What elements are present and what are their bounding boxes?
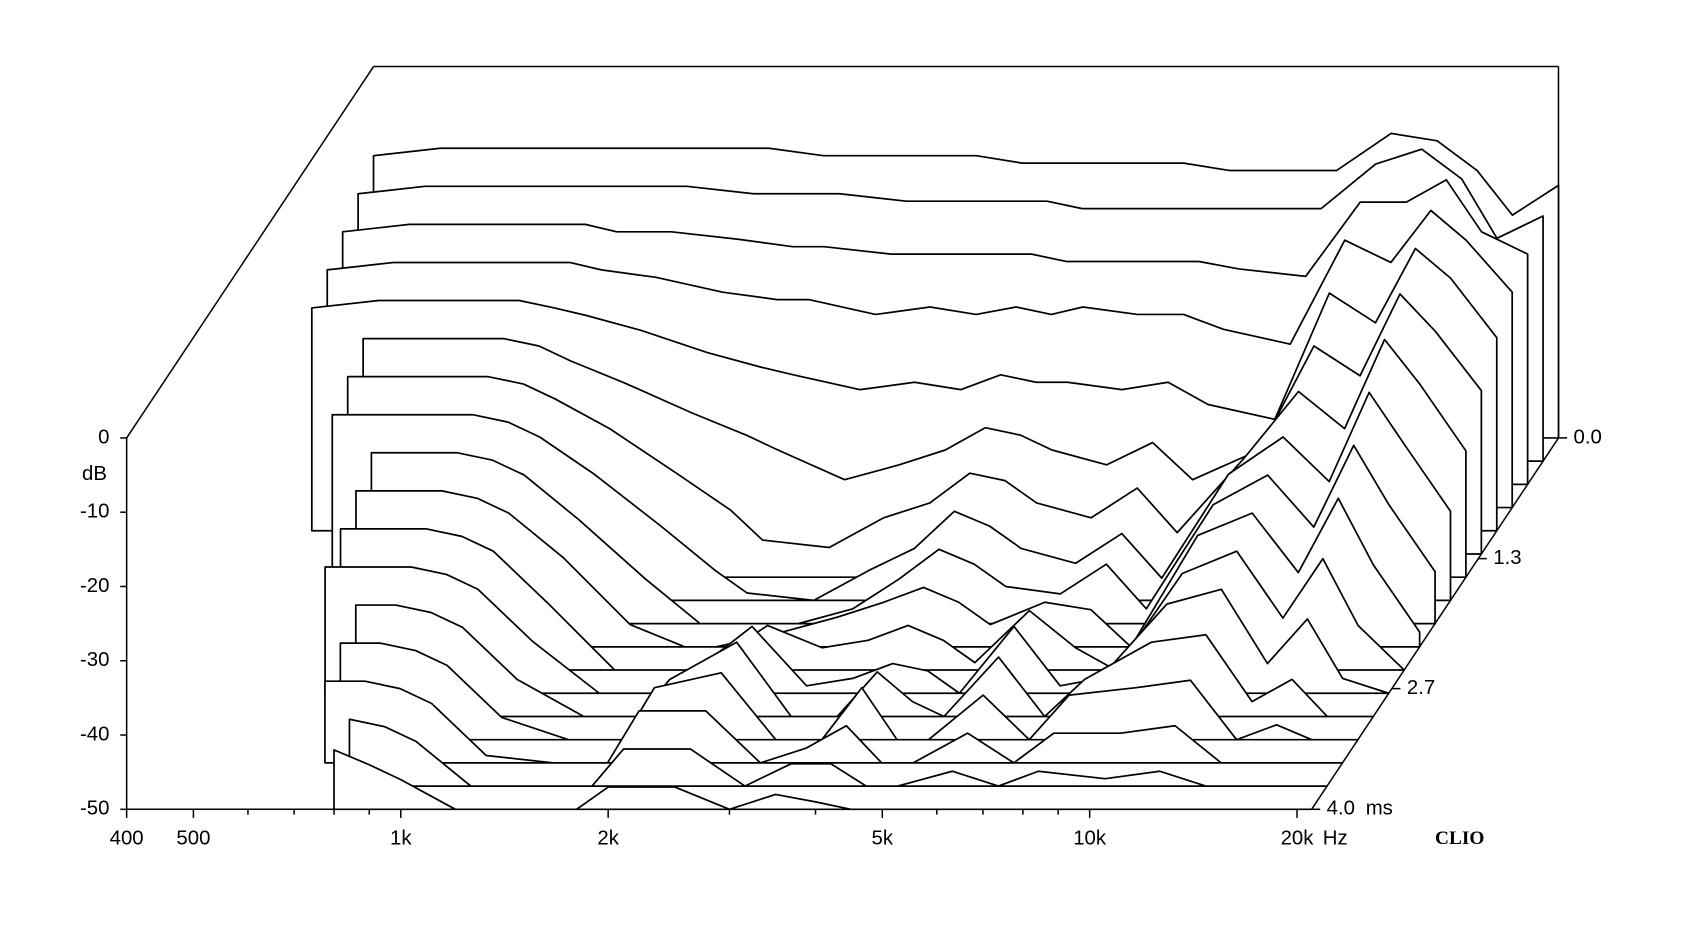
frame-line bbox=[126, 66, 375, 439]
y-tick-label: -20 bbox=[80, 575, 109, 597]
z-tick-label: 0.0 bbox=[1574, 426, 1602, 448]
x-tick-label: 500 bbox=[176, 828, 210, 850]
z-tick-label: 2.7 bbox=[1407, 677, 1435, 699]
z-tick-label: 1.3 bbox=[1493, 547, 1521, 569]
z-unit: ms bbox=[1366, 798, 1393, 820]
y-tick-label: -50 bbox=[80, 798, 109, 820]
y-tick-label: -30 bbox=[80, 649, 109, 671]
x-tick-label: 20k bbox=[1281, 828, 1315, 850]
x-tick-label: 400 bbox=[110, 828, 144, 850]
y-tick-label: 0 bbox=[98, 426, 109, 448]
x-tick-label: 1k bbox=[390, 828, 412, 850]
y-tick-label: -40 bbox=[80, 723, 109, 745]
brand: CLIO bbox=[1435, 828, 1484, 849]
waterfall-slice bbox=[354, 604, 1375, 718]
waterfall-slice bbox=[348, 718, 1328, 787]
z-axis bbox=[1310, 437, 1560, 810]
z-tick-label: 4.0 bbox=[1327, 798, 1355, 820]
x-tick-label: 2k bbox=[597, 828, 619, 850]
y-unit: dB bbox=[82, 463, 107, 485]
waterfall-slice bbox=[324, 680, 1344, 764]
x-tick-label: 5k bbox=[872, 828, 894, 850]
waterfall-slice bbox=[339, 642, 1359, 741]
x-tick-label: 10k bbox=[1073, 828, 1107, 850]
x-unit: Hz bbox=[1323, 828, 1348, 850]
waterfall-slice bbox=[370, 444, 1436, 625]
y-tick-label: -10 bbox=[80, 501, 109, 523]
